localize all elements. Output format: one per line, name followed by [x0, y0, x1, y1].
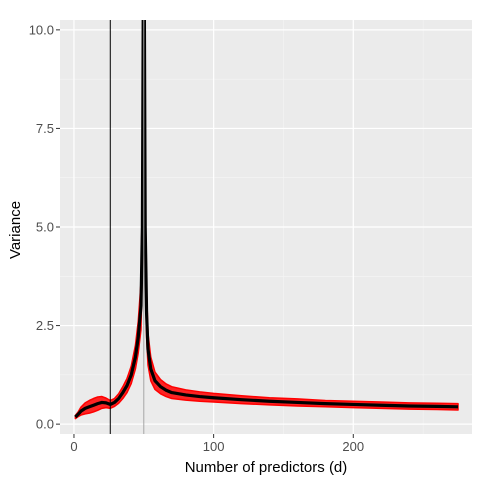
x-tick-label: 200: [342, 439, 364, 454]
y-axis-title: Variance: [7, 201, 24, 259]
series-group: [74, 20, 459, 434]
variance-band: [74, 20, 459, 420]
x-axis-title: Number of predictors (d): [185, 459, 348, 476]
y-tick-label: 10.0: [29, 22, 54, 37]
y-tick-label: 2.5: [36, 318, 54, 333]
variance-line: [74, 20, 459, 419]
x-tick-label: 100: [203, 439, 225, 454]
x-tick-label: 0: [70, 439, 77, 454]
y-tick-label: 5.0: [36, 220, 54, 235]
y-tick-label: 7.5: [36, 121, 54, 136]
plot-area: 0 100 200 0.0 2.5 5.0 7.5 10.0: [29, 20, 472, 454]
y-tick-label: 0.0: [36, 417, 54, 432]
